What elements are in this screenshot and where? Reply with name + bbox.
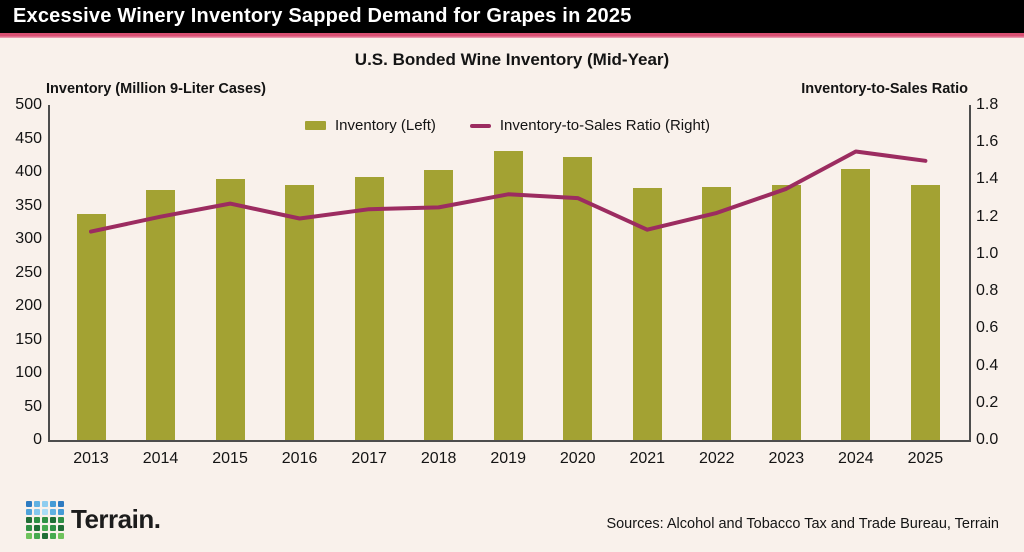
logo-cell	[42, 533, 48, 539]
logo-cell	[42, 509, 48, 515]
left-tick-200: 200	[15, 297, 42, 314]
x-tick-2024: 2024	[838, 450, 874, 467]
logo-cell	[34, 509, 40, 515]
inventory-bar-2022	[702, 187, 732, 440]
right-tick-0.0: 0.0	[976, 431, 999, 448]
legend-label: Inventory (Left)	[335, 117, 436, 134]
logo-cell	[58, 501, 64, 507]
header-bar: Excessive Winery Inventory Sapped Demand…	[0, 0, 1024, 33]
plot-area	[48, 105, 971, 442]
left-tick-500: 500	[15, 96, 42, 113]
brand-wordmark: Terrain.	[71, 504, 161, 534]
logo-cell	[26, 517, 32, 523]
left-tick-300: 300	[15, 230, 42, 247]
x-tick-2019: 2019	[490, 450, 526, 467]
right-tick-0.8: 0.8	[976, 282, 999, 300]
x-tick-2020: 2020	[559, 450, 596, 467]
logo-cell	[50, 533, 56, 539]
x-tick-2014: 2014	[142, 450, 179, 467]
left-tick-350: 350	[15, 196, 42, 214]
ratio-line-chart	[89, 149, 928, 234]
logo-cell	[58, 533, 64, 539]
inventory-bar-2016	[285, 185, 315, 440]
right-tick-1.4: 1.4	[976, 170, 999, 188]
left-axis-label: Inventory (Million 9-Liter Cases)	[46, 81, 266, 97]
x-tick-2022: 2022	[698, 450, 735, 467]
right-tick-1.2: 1.2	[976, 207, 999, 225]
logo-cell	[50, 517, 56, 523]
logo-cell	[26, 501, 32, 507]
inventory-bar-2018	[424, 170, 454, 440]
legend-swatch-square-icon	[305, 121, 326, 130]
left-tick-400: 400	[15, 163, 42, 180]
inventory-bar-2025	[910, 185, 940, 440]
logo-cell	[50, 501, 56, 507]
headline: Excessive Winery Inventory Sapped Demand…	[13, 5, 632, 27]
x-tick-2015: 2015	[212, 450, 248, 467]
right-tick-0.6: 0.6	[976, 319, 999, 337]
right-tick-0.2: 0.2	[976, 393, 999, 411]
left-tick-150: 150	[15, 330, 42, 348]
logo-cell	[34, 525, 40, 531]
left-tick-0: 0	[33, 431, 42, 448]
x-tick-2021: 2021	[629, 450, 666, 467]
logo-cell	[34, 517, 40, 523]
terrain-logo-icon	[26, 501, 64, 539]
left-tick-250: 250	[15, 263, 42, 281]
inventory-bar-2023	[771, 185, 801, 440]
inventory-bar-2013	[76, 214, 106, 440]
right-axis-label: Inventory-to-Sales Ratio	[801, 81, 968, 97]
inventory-bar-2019	[493, 150, 523, 440]
x-tick-2013: 2013	[73, 450, 109, 467]
left-tick-50: 50	[24, 397, 42, 415]
right-tick-1.8: 1.8	[976, 96, 999, 113]
left-tick-100: 100	[15, 364, 42, 381]
legend-label: Inventory-to-Sales Ratio (Right)	[499, 117, 710, 134]
legend: Inventory (Left) Inventory-to-Sales Ratio…	[48, 117, 967, 134]
sources-note: Sources: Alcohol and Tobacco Tax and Tra…	[606, 516, 999, 532]
logo-cell	[26, 525, 32, 531]
logo-cell	[42, 501, 48, 507]
x-tick-2025: 2025	[907, 450, 944, 467]
logo-cell	[26, 509, 32, 515]
legend-swatch-line-icon	[469, 123, 491, 128]
inventory-bar-2015	[215, 178, 245, 440]
logo-cell	[58, 509, 64, 515]
right-tick-1.6: 1.6	[976, 133, 999, 151]
ratio-line	[89, 149, 928, 234]
logo-cell	[42, 517, 48, 523]
header-accent-divider	[0, 33, 1024, 38]
legend-item-1: Inventory-to-Sales Ratio (Right)	[469, 117, 710, 134]
logo-cell	[50, 509, 56, 515]
logo-cell	[42, 525, 48, 531]
right-tick-1.0: 1.0	[976, 244, 999, 262]
logo-cell	[26, 533, 32, 539]
chart-title: U.S. Bonded Wine Inventory (Mid-Year)	[354, 50, 670, 69]
left-tick-450: 450	[15, 129, 42, 147]
x-tick-2018: 2018	[420, 450, 457, 467]
x-tick-2023: 2023	[768, 450, 805, 467]
inventory-bar-2024	[841, 168, 871, 440]
legend-item-0: Inventory (Left)	[305, 117, 436, 134]
inventory-bar-2017	[354, 177, 384, 440]
logo-cell	[34, 501, 40, 507]
logo-cell	[58, 525, 64, 531]
x-tick-2017: 2017	[351, 450, 387, 467]
x-tick-2016: 2016	[281, 450, 318, 467]
logo-cell	[34, 533, 40, 539]
logo-cell	[58, 517, 64, 523]
right-tick-0.4: 0.4	[976, 356, 999, 374]
inventory-bar-2014	[146, 190, 176, 440]
logo-cell	[50, 525, 56, 531]
